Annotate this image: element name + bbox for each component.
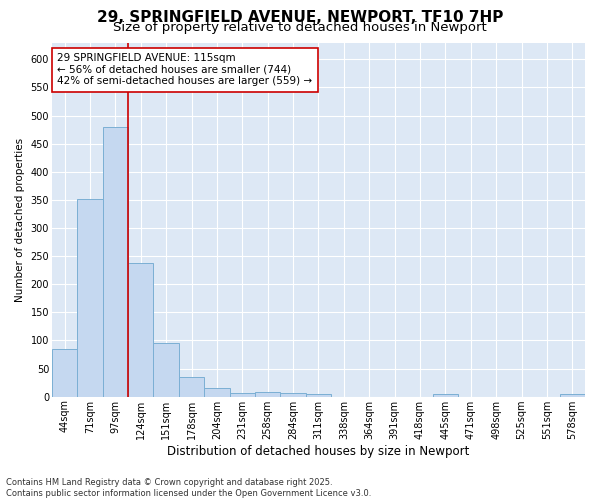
Bar	[103, 127, 128, 396]
Text: 29 SPRINGFIELD AVENUE: 115sqm
← 56% of detached houses are smaller (744)
42% of : 29 SPRINGFIELD AVENUE: 115sqm ← 56% of d…	[57, 53, 313, 86]
Text: Contains HM Land Registry data © Crown copyright and database right 2025.
Contai: Contains HM Land Registry data © Crown c…	[6, 478, 371, 498]
Bar	[230, 392, 255, 396]
Bar	[255, 392, 280, 396]
X-axis label: Distribution of detached houses by size in Newport: Distribution of detached houses by size …	[167, 444, 470, 458]
Bar	[154, 342, 179, 396]
Bar	[204, 388, 230, 396]
Bar	[560, 394, 585, 396]
Bar	[77, 199, 103, 396]
Bar	[280, 392, 306, 396]
Y-axis label: Number of detached properties: Number of detached properties	[15, 138, 25, 302]
Bar	[433, 394, 458, 396]
Bar	[128, 264, 154, 396]
Text: Size of property relative to detached houses in Newport: Size of property relative to detached ho…	[113, 22, 487, 35]
Text: 29, SPRINGFIELD AVENUE, NEWPORT, TF10 7HP: 29, SPRINGFIELD AVENUE, NEWPORT, TF10 7H…	[97, 10, 503, 25]
Bar	[306, 394, 331, 396]
Bar	[52, 349, 77, 397]
Bar	[179, 377, 204, 396]
